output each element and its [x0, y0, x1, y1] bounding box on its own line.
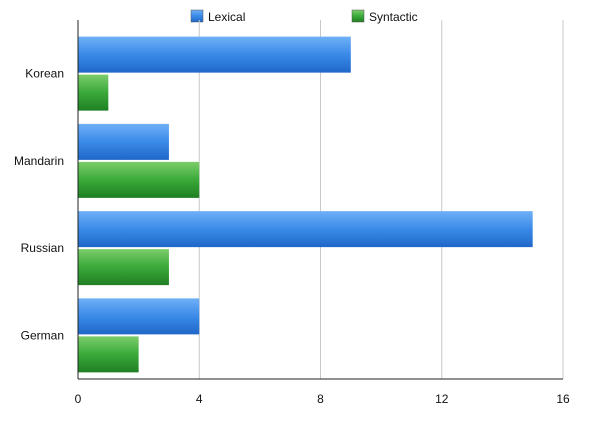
bars [78, 36, 533, 373]
x-tick-label-16: 16 [556, 392, 570, 406]
bar-mandarin-lexical [78, 123, 169, 160]
bar-russian-syntactic [78, 249, 169, 286]
bar-german-syntactic [78, 336, 139, 373]
legend-swatch-lexical [190, 9, 204, 23]
category-label-korean: Korean [25, 67, 64, 81]
category-label-russian: Russian [21, 241, 64, 255]
x-tick-label-8: 8 [317, 392, 324, 406]
x-tick-label-0: 0 [75, 392, 82, 406]
bar-german-lexical [78, 298, 200, 335]
axes: 0 4 8 12 16 Korean Mandarin Russian German [14, 20, 570, 406]
legend-label-syntactic: Syntactic [369, 10, 418, 24]
legend-label-lexical: Lexical [208, 10, 245, 24]
bar-korean-lexical [78, 36, 351, 73]
x-tick-label-4: 4 [196, 392, 203, 406]
legend: Lexical Syntactic [190, 9, 418, 24]
category-label-german: German [21, 328, 64, 342]
x-tick-label-12: 12 [435, 392, 449, 406]
bar-russian-lexical [78, 211, 533, 248]
grid-lines [198, 20, 564, 379]
bar-mandarin-syntactic [78, 161, 200, 198]
category-label-mandarin: Mandarin [14, 154, 64, 168]
bar-korean-syntactic [78, 74, 109, 111]
legend-swatch-syntactic [351, 9, 365, 23]
